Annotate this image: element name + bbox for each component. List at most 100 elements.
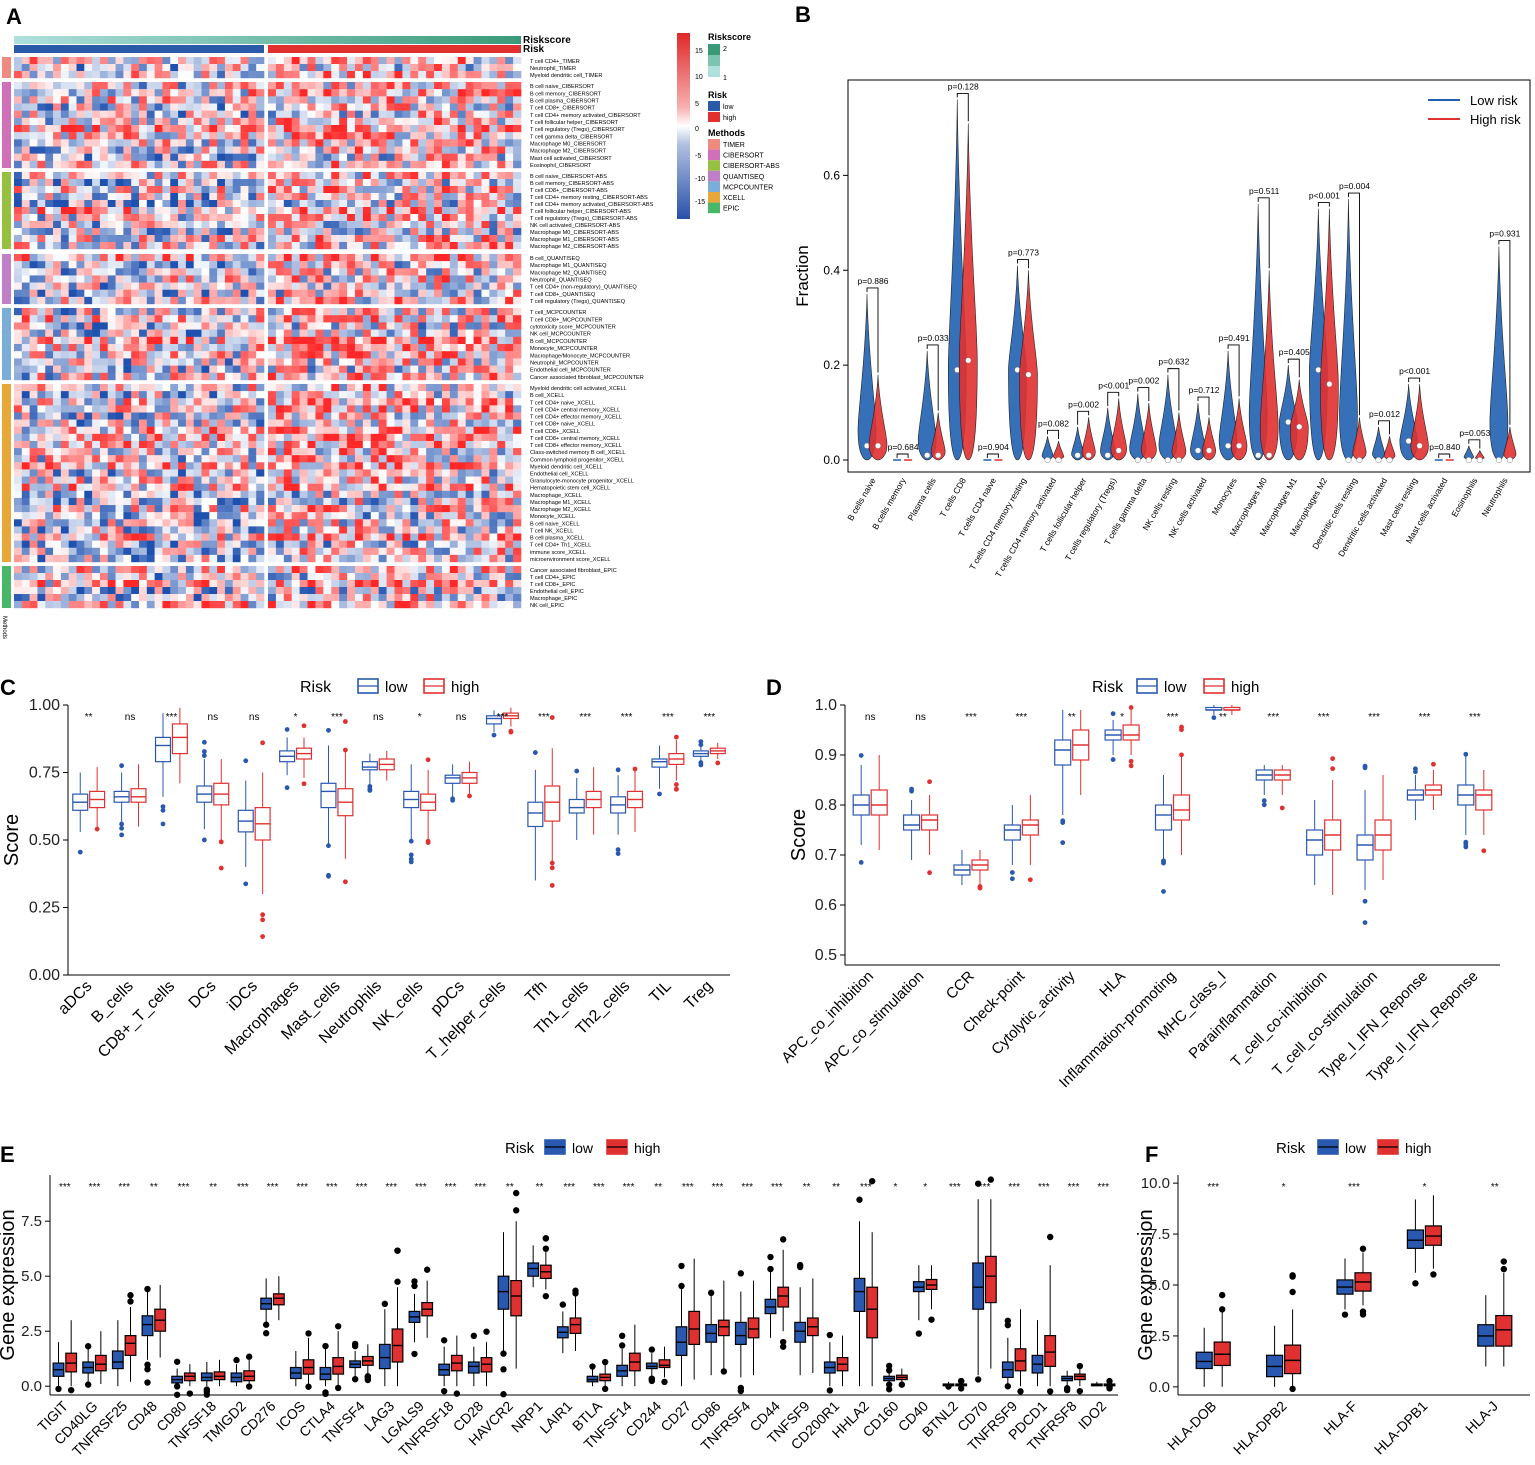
heatmap-cell: [386, 405, 395, 413]
heatmap-cell: [224, 594, 234, 602]
heatmap-cell: [394, 322, 403, 330]
heatmap-cell: [21, 512, 30, 520]
heatmap-cell: [37, 296, 46, 305]
heatmap-cell: [256, 132, 265, 140]
heatmap-cell: [275, 512, 285, 520]
heatmap-cell: [331, 57, 340, 65]
heatmap-cell: [209, 540, 218, 548]
heatmap-cell: [146, 282, 155, 290]
heatmap-cell: [275, 139, 285, 147]
heatmap-cell: [378, 336, 387, 345]
heatmap-cell: [323, 405, 332, 413]
heatmap-cell: [185, 505, 194, 513]
heatmap-cell: [185, 336, 194, 345]
heatmap-cell: [402, 242, 411, 250]
heatmap-cell: [378, 186, 387, 194]
heatmap-cell: [21, 547, 30, 556]
heatmap-cell: [449, 519, 459, 527]
heatmap-cell: [481, 235, 490, 243]
heatmap-cell: [256, 214, 265, 222]
heatmap-cell: [283, 580, 293, 588]
heatmap-cell: [362, 566, 372, 574]
heatmap-cell: [154, 433, 163, 442]
heatmap-cell: [107, 469, 116, 477]
heatmap-cell: [201, 179, 210, 187]
heatmap-cell: [426, 601, 435, 609]
heatmap-cell: [378, 433, 387, 442]
heatmap-cell: [418, 235, 427, 243]
heatmap-cell: [178, 268, 187, 276]
heatmap-cell: [193, 254, 202, 262]
heatmap-cell: [426, 268, 435, 276]
heatmap-cell: [362, 554, 372, 563]
heatmap-cell: [513, 329, 522, 337]
heatmap-cell: [291, 82, 300, 90]
heatmap-cell: [268, 483, 277, 491]
heatmap-cell: [339, 433, 348, 442]
heatmap-cell: [489, 261, 498, 269]
heatmap-cell: [457, 594, 466, 602]
heatmap-cell: [37, 358, 46, 366]
heatmap-cell: [402, 139, 411, 147]
heatmap-cell: [291, 235, 300, 243]
heatmap-cell: [185, 547, 194, 556]
heatmap-cell: [473, 254, 482, 262]
heatmap-cell: [162, 117, 171, 126]
heatmap-cell: [283, 519, 293, 527]
heatmap-cell: [513, 193, 522, 201]
heatmap-cell: [370, 103, 379, 111]
heatmap-cell: [178, 372, 187, 381]
heatmap-cell: [489, 566, 498, 574]
heatmap-cell: [441, 315, 451, 323]
heatmap-cell: [29, 455, 38, 463]
significance-bracket: [1107, 391, 1120, 406]
row-label-t-cell-cd8-naive-xcell: T cell CD8+ naive_XCELL: [530, 422, 595, 428]
heatmap-cell: [465, 391, 474, 399]
heatmap-cell: [331, 412, 340, 420]
heatmap-cell: [307, 587, 316, 595]
heatmap-cell: [465, 103, 474, 111]
heatmap-cell: [354, 125, 364, 133]
heatmap-cell: [84, 186, 93, 194]
heatmap-cell: [154, 384, 163, 392]
heatmap-cell: [123, 254, 132, 262]
heatmap-cell: [418, 398, 427, 406]
heatmap-cell: [131, 594, 140, 602]
heatmap-cell: [434, 261, 443, 269]
heatmap-cell: [457, 419, 466, 427]
heatmap-cell: [434, 186, 443, 194]
heatmap-cell: [37, 193, 46, 201]
heatmap-cell: [14, 254, 23, 262]
heatmap-cell: [193, 96, 202, 104]
heatmap-cell: [362, 228, 372, 236]
heatmap-cell: [323, 254, 332, 262]
heatmap-cell: [60, 179, 69, 187]
heatmap-cell: [29, 433, 38, 442]
heatmap-cell: [107, 193, 116, 201]
heatmap-cell: [224, 261, 234, 269]
heatmap-cell: [473, 275, 482, 283]
legend-method-label-epic: EPIC: [723, 206, 739, 213]
heatmap-cell: [505, 139, 514, 147]
heatmap-cell: [473, 540, 482, 548]
heatmap-cell: [275, 372, 285, 381]
heatmap-cell: [185, 82, 194, 90]
heatmap-cell: [441, 117, 451, 126]
heatmap-cell: [513, 594, 522, 602]
heatmap-cell: [29, 358, 38, 366]
heatmap-cell: [291, 440, 300, 449]
heatmap-cell: [193, 322, 202, 330]
heatmap-cell: [154, 282, 163, 290]
heatmap-cell: [426, 426, 435, 435]
heatmap-cell: [275, 146, 285, 154]
heatmap-cell: [115, 419, 124, 427]
heatmap-cell: [76, 519, 85, 527]
heatmap-cell: [489, 315, 498, 323]
heatmap-cell: [402, 172, 411, 180]
heatmap-cell: [354, 275, 364, 283]
heatmap-cell: [410, 384, 419, 392]
heatmap-cell: [248, 336, 257, 345]
heatmap-cell: [339, 497, 348, 506]
heatmap-cell: [107, 490, 116, 499]
heatmap-cell: [92, 391, 101, 399]
